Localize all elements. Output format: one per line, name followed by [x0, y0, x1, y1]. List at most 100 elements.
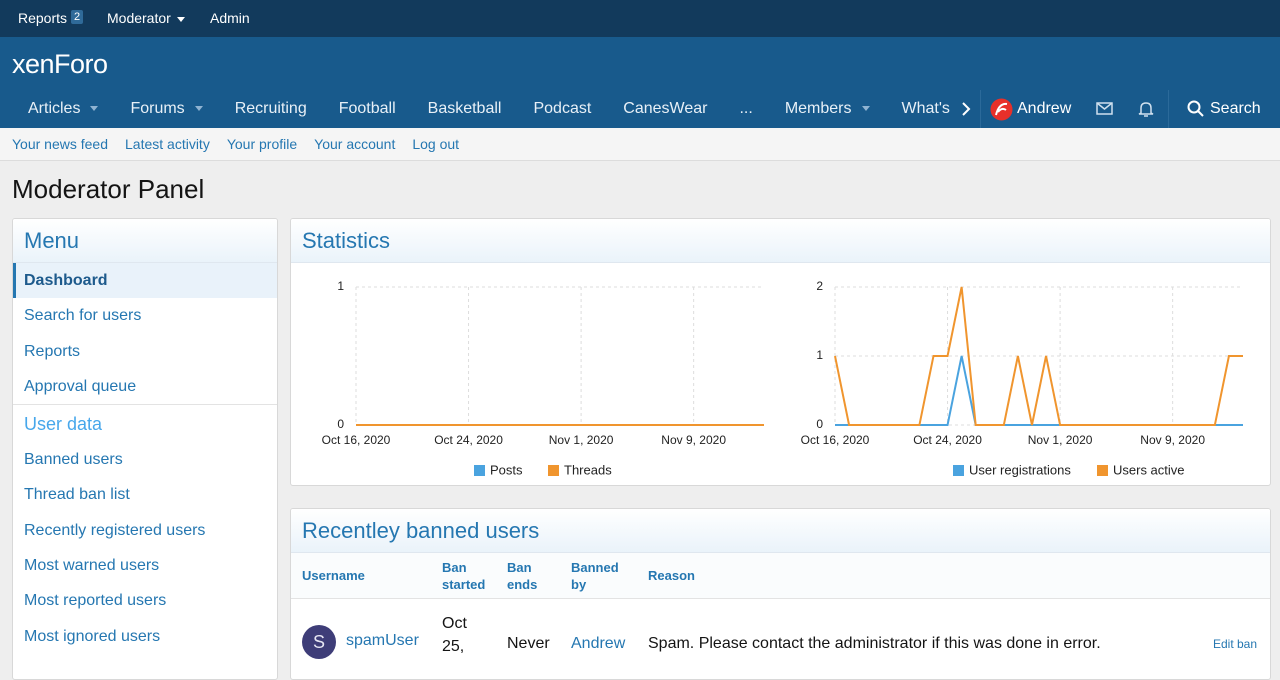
- series-line: [834, 286, 1243, 426]
- avatar[interactable]: S: [302, 625, 336, 659]
- menu-item[interactable]: Banned users: [24, 451, 123, 469]
- nav: Articles Forums Recruiting Football Basketba…: [12, 90, 962, 128]
- nav-item[interactable]: Articles: [12, 100, 114, 118]
- logo[interactable]: xenForo: [12, 49, 108, 79]
- caret: [861, 106, 870, 112]
- nav-label: What's: [901, 100, 950, 117]
- moderator-link[interactable]: Moderator: [107, 10, 185, 26]
- top-bar: Reports 2 Moderator Admin: [0, 0, 1280, 37]
- menu-item[interactable]: Thread ban list: [24, 486, 130, 504]
- user-avatar[interactable]: [990, 98, 1013, 121]
- y-tick-label: 0: [337, 417, 344, 431]
- nav-item[interactable]: Football: [323, 100, 412, 118]
- menu-panel: Menu Dashboard Search for users Reports App…: [12, 218, 278, 680]
- sub-nav-link[interactable]: Your profile: [226, 136, 298, 152]
- y-tick-label: 1: [816, 348, 823, 362]
- menu-item[interactable]: Search for users: [24, 307, 142, 325]
- nav-label: Forums: [130, 100, 185, 117]
- bell-icon[interactable]: [1138, 100, 1154, 118]
- nav-more[interactable]: [958, 100, 974, 118]
- nav-item[interactable]: What's: [886, 100, 963, 118]
- banned-title: Recentley banned users: [291, 509, 1270, 553]
- column-header: Username: [302, 568, 365, 583]
- legend-label: User registrations: [969, 462, 1071, 477]
- x-tick-label: Oct 16, 2020: [801, 433, 870, 447]
- nav-item[interactable]: ...: [723, 100, 768, 118]
- caret: [176, 16, 185, 22]
- legend-label: Users active: [1113, 462, 1185, 477]
- sub-nav-link[interactable]: Your news feed: [12, 136, 108, 152]
- nav-label: Basketball: [427, 100, 502, 117]
- search-icon[interactable]: [1187, 100, 1205, 118]
- column-header: Reason: [648, 568, 695, 583]
- separator: [1168, 90, 1169, 128]
- moderator-label: Moderator: [107, 10, 171, 26]
- y-tick-label: 1: [337, 279, 344, 293]
- sub-nav-link[interactable]: Latest activity: [125, 136, 210, 152]
- table-cell[interactable]: spamUser: [346, 632, 419, 649]
- column-header: Ban ends: [507, 560, 538, 592]
- y-tick-label: 0: [816, 417, 823, 431]
- nav-item[interactable]: Podcast: [517, 100, 607, 118]
- charts: 0 1 Oct 16, 2020 Oct 24, 2020 Nov 1, 2020 Nov…: [322, 279, 1243, 477]
- page-title: Moderator Panel: [12, 174, 205, 204]
- menu-item[interactable]: Most warned users: [24, 557, 160, 575]
- nav-label: Football: [338, 100, 396, 117]
- separator: [980, 90, 981, 128]
- nav-label: Recruiting: [234, 100, 307, 117]
- statistics-title: Statistics: [291, 219, 1270, 263]
- legend-swatch: [474, 465, 485, 476]
- x-tick-label: Nov 1, 2020: [549, 433, 614, 447]
- menu-item[interactable]: Recently registered users: [24, 521, 206, 539]
- nav-item[interactable]: Basketball: [412, 100, 518, 118]
- sub-nav: Your news feed Latest activity Your profil…: [0, 128, 1280, 161]
- legend-swatch: [548, 465, 559, 476]
- nav-item[interactable]: Forums: [114, 100, 218, 118]
- menu-title: Menu: [13, 219, 277, 263]
- nav-label: Members: [784, 100, 852, 117]
- x-tick-label: Nov 9, 2020: [661, 433, 726, 447]
- x-tick-label: Oct 24, 2020: [434, 433, 503, 447]
- menu-item[interactable]: Approval queue: [24, 377, 137, 395]
- nav-item[interactable]: Recruiting: [219, 100, 323, 118]
- menu-item[interactable]: Dashboard: [13, 263, 277, 299]
- user-name[interactable]: Andrew: [1017, 100, 1072, 117]
- table-cell[interactable]: Andrew: [571, 635, 626, 652]
- reports-link[interactable]: Reports: [18, 10, 68, 26]
- header: [0, 37, 1280, 128]
- nav-label: Podcast: [533, 100, 592, 117]
- x-tick-label: Nov 9, 2020: [1140, 433, 1205, 447]
- column-header: Banned by: [571, 560, 619, 592]
- nav-item[interactable]: Members: [769, 100, 886, 118]
- y-tick-label: 2: [816, 279, 823, 293]
- table-cell: Never: [507, 635, 550, 652]
- nav-item[interactable]: CanesWear: [607, 100, 723, 118]
- legend-swatch: [1097, 465, 1108, 476]
- statistics-panel: Statistics 0 1 Oct 16, 2020 Oct 24, 2020 Nov…: [290, 218, 1271, 486]
- menu-item[interactable]: Reports: [24, 342, 81, 360]
- menu-item[interactable]: Most reported users: [24, 592, 167, 610]
- table-cell: Spam. Please contact the administrator i…: [648, 635, 1101, 652]
- sub-nav-link[interactable]: Your account: [314, 136, 396, 152]
- caret: [90, 106, 99, 112]
- menu-section: User data: [13, 404, 277, 442]
- mail-icon[interactable]: [1096, 102, 1113, 116]
- edit-ban-link[interactable]: Edit ban: [1213, 637, 1258, 651]
- menu-item[interactable]: Most ignored users: [24, 627, 161, 645]
- table-cell: Oct 25,: [442, 615, 467, 655]
- caret: [194, 106, 203, 112]
- search-link[interactable]: Search: [1210, 100, 1261, 117]
- x-tick-label: Nov 1, 2020: [1028, 433, 1093, 447]
- x-tick-label: Oct 16, 2020: [322, 433, 391, 447]
- x-tick-label: Oct 24, 2020: [913, 433, 982, 447]
- nav-label: Articles: [28, 100, 81, 117]
- banned-panel: Recentley banned users Username Ban start…: [290, 508, 1271, 680]
- sub-nav-link[interactable]: Log out: [412, 136, 460, 152]
- legend-label: Threads: [564, 462, 612, 477]
- menu-list: Dashboard Search for users Reports Approval…: [13, 263, 277, 654]
- legend-swatch: [953, 465, 964, 476]
- admin-link[interactable]: Admin: [210, 10, 250, 26]
- column-header: Ban started: [442, 560, 486, 592]
- nav-user: Andrew Search: [980, 90, 1280, 128]
